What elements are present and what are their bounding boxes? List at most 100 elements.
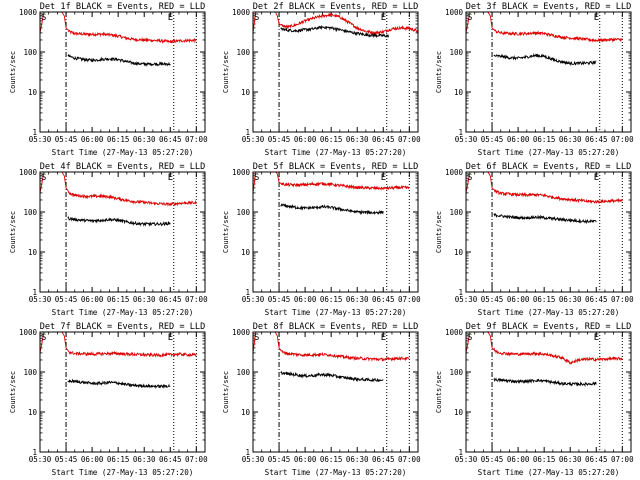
x-tick-label: 05:30	[29, 135, 52, 144]
x-tick-label: 05:30	[242, 135, 265, 144]
end-marker-label: E	[381, 173, 386, 183]
y-tick-label: 100	[23, 48, 37, 57]
events-series-line	[67, 53, 171, 68]
y-tick-label: 10	[454, 248, 464, 257]
end-marker-label: E	[168, 173, 173, 183]
x-tick-label: 06:15	[320, 455, 343, 464]
y-tick-label: 1	[245, 288, 250, 297]
x-tick-label: 07:00	[611, 295, 634, 304]
y-tick-label: 1	[458, 448, 463, 457]
chart-title: Det 5f BLACK = Events, RED = LLD	[253, 162, 419, 172]
x-tick-label: 06:15	[107, 135, 130, 144]
x-tick-label: 07:00	[611, 455, 634, 464]
x-tick-label: 06:45	[585, 135, 608, 144]
y-tick-label: 100	[23, 208, 37, 217]
x-axis-label: Start Time (27-May-13 05:27:20)	[52, 308, 194, 317]
chart-title: Det 7f BLACK = Events, RED = LLD	[40, 322, 206, 332]
x-tick-label: 06:00	[294, 135, 317, 144]
x-tick-label: 06:30	[559, 295, 582, 304]
x-tick-label: 07:00	[611, 135, 634, 144]
start-marker-label: S	[254, 173, 259, 183]
end-marker-label: E	[381, 333, 386, 343]
events-series-line	[493, 377, 597, 388]
x-tick-label: 05:45	[55, 135, 78, 144]
y-tick-label: 100	[236, 208, 250, 217]
y-tick-label: 1000	[445, 328, 464, 337]
y-tick-label: 1000	[445, 168, 464, 177]
x-axis-label: Start Time (27-May-13 05:27:20)	[265, 308, 407, 317]
lld-series-line	[253, 332, 410, 362]
chart-panel-8: Det 8f BLACK = Events, RED = LLD Counts/s…	[222, 322, 421, 477]
x-tick-label: 06:00	[294, 455, 317, 464]
x-tick-label: 05:30	[455, 295, 478, 304]
x-tick-label: 06:45	[585, 295, 608, 304]
plot-frame	[39, 171, 206, 293]
start-marker-label: S	[467, 333, 472, 343]
y-tick-label: 1	[32, 128, 37, 137]
y-tick-label: 1	[32, 288, 37, 297]
x-tick-label: 05:30	[29, 295, 52, 304]
y-tick-label: 1	[458, 128, 463, 137]
y-tick-label: 100	[236, 48, 250, 57]
x-tick-label: 07:00	[185, 295, 208, 304]
chart-panel-3: Det 3f BLACK = Events, RED = LLD Counts/s…	[435, 2, 634, 157]
x-tick-label: 06:30	[346, 455, 369, 464]
start-marker-label: S	[254, 13, 259, 23]
y-tick-label: 1	[32, 448, 37, 457]
x-tick-label: 06:45	[372, 135, 395, 144]
start-marker-label: S	[41, 13, 46, 23]
y-tick-label: 100	[449, 368, 463, 377]
x-tick-label: 05:45	[55, 455, 78, 464]
x-axis-label: Start Time (27-May-13 05:27:20)	[478, 468, 620, 477]
y-tick-label: 10	[28, 408, 38, 417]
y-tick-label: 1000	[232, 328, 251, 337]
y-tick-label: 100	[236, 368, 250, 377]
x-tick-label: 07:00	[398, 455, 421, 464]
x-tick-label: 06:00	[507, 455, 530, 464]
y-tick-label: 10	[454, 408, 464, 417]
chart-panel-9: Det 9f BLACK = Events, RED = LLD Counts/s…	[435, 322, 634, 477]
lld-series-line	[466, 332, 623, 365]
x-tick-label: 07:00	[398, 295, 421, 304]
x-tick-label: 06:00	[81, 455, 104, 464]
x-tick-label: 05:45	[268, 455, 291, 464]
x-tick-label: 06:30	[133, 135, 156, 144]
x-tick-label: 05:30	[29, 455, 52, 464]
chart-title: Det 6f BLACK = Events, RED = LLD	[466, 162, 632, 172]
y-tick-label: 10	[241, 408, 251, 417]
x-tick-label: 07:00	[185, 135, 208, 144]
x-tick-label: 05:30	[455, 455, 478, 464]
end-marker-label: E	[168, 333, 173, 343]
lld-series-line	[40, 172, 197, 207]
x-tick-label: 06:15	[320, 135, 343, 144]
start-marker-label: S	[41, 173, 46, 183]
x-tick-label: 06:45	[159, 135, 182, 144]
chart-title: Det 4f BLACK = Events, RED = LLD	[40, 162, 206, 172]
y-tick-label: 10	[241, 88, 251, 97]
chart-title: Det 1f BLACK = Events, RED = LLD	[40, 2, 206, 12]
plot-frame	[465, 11, 632, 133]
events-series-line	[280, 25, 389, 39]
x-tick-label: 07:00	[185, 455, 208, 464]
plot-frame	[252, 331, 419, 453]
events-series-line	[67, 378, 171, 389]
lld-series-line	[466, 12, 623, 43]
x-tick-label: 06:15	[107, 295, 130, 304]
lld-series-line	[253, 12, 418, 36]
y-tick-label: 1000	[232, 168, 251, 177]
start-marker-label: S	[41, 333, 46, 343]
y-axis-label: Counts/sec	[222, 51, 230, 93]
y-axis-label: Counts/sec	[435, 371, 443, 413]
x-tick-label: 06:00	[81, 135, 104, 144]
chart-title: Det 8f BLACK = Events, RED = LLD	[253, 322, 419, 332]
y-axis-label: Counts/sec	[222, 371, 230, 413]
y-axis-label: Counts/sec	[435, 211, 443, 253]
x-tick-label: 06:45	[372, 295, 395, 304]
y-axis-label: Counts/sec	[9, 51, 17, 93]
y-tick-label: 1000	[19, 328, 38, 337]
chart-title: Det 2f BLACK = Events, RED = LLD	[253, 2, 419, 12]
x-tick-label: 05:45	[268, 135, 291, 144]
x-tick-label: 06:30	[559, 455, 582, 464]
y-axis-label: Counts/sec	[435, 51, 443, 93]
